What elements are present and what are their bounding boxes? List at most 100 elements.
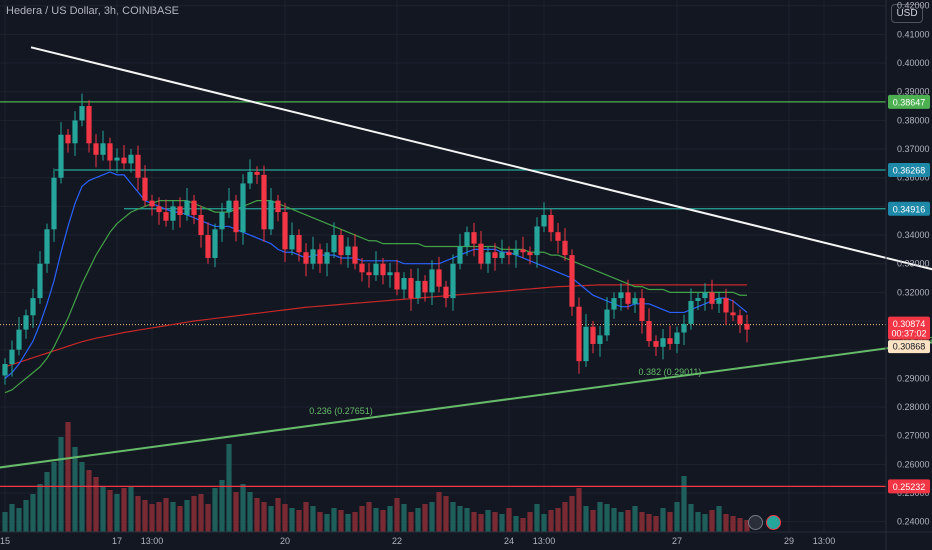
volume-bar (590, 510, 596, 532)
volume-bar (233, 492, 239, 532)
candle-body (23, 315, 29, 330)
price-tick-label: 0.33000 (897, 259, 930, 269)
candle-body (709, 292, 715, 304)
ma200-line (4, 284, 747, 368)
candle-body (177, 206, 183, 215)
candle-body (611, 298, 617, 310)
candle-body (163, 212, 169, 221)
volume-bar (744, 520, 750, 532)
currency-button[interactable]: USD (891, 4, 923, 23)
candle-body (744, 323, 750, 330)
candle-body (387, 272, 393, 276)
volume-bar (261, 502, 267, 532)
candle-body (296, 235, 302, 253)
volume-bar (667, 512, 673, 532)
volume-bar (303, 502, 309, 532)
candle-body (345, 246, 351, 256)
volume-bar (324, 514, 330, 532)
volume-bar (114, 494, 120, 532)
price-tick-label: 0.39000 (897, 87, 930, 97)
volume-bar (422, 504, 428, 532)
volume-bar (492, 512, 498, 532)
time-tick-label: 15 (0, 536, 10, 546)
volume-bar (93, 477, 99, 532)
candle-body (653, 341, 659, 347)
volume-bar (653, 516, 659, 532)
volume-bar (597, 502, 603, 532)
volume-bar (72, 447, 78, 532)
volume-bar (723, 514, 729, 532)
volume-bar (170, 502, 176, 532)
candle-body (702, 292, 708, 299)
candle-body (604, 309, 610, 336)
volume-bar (275, 498, 281, 532)
candle-body (555, 232, 561, 241)
volume-bar (359, 506, 365, 532)
price-tick-label: 0.27000 (897, 431, 930, 441)
level-badge (888, 479, 930, 494)
volume-bar (226, 444, 232, 532)
volume-bar (366, 502, 372, 532)
candle-body (58, 134, 64, 178)
volume-bar (282, 504, 288, 532)
candle-body (569, 255, 575, 307)
flag-icon[interactable] (766, 515, 781, 530)
chart-title: Hedera / US Dollar, 3h, COINBASE (6, 5, 180, 17)
volume-bar (674, 502, 680, 532)
candle-body (646, 321, 652, 342)
volume-bar (296, 510, 302, 532)
candle-body (184, 200, 190, 215)
volume-bar (436, 492, 442, 532)
volume-bar (632, 506, 638, 532)
volume-bar (79, 462, 85, 532)
price-tick-label: 0.29000 (897, 373, 930, 383)
volume-bar (23, 500, 29, 532)
volume-bar (443, 496, 449, 532)
candle-body (86, 106, 92, 144)
volume-bar (583, 506, 589, 532)
volume-bar (268, 506, 274, 532)
bid-price-badge (888, 340, 930, 354)
resistance-trendline (30, 46, 932, 271)
candle-body (548, 214, 554, 233)
volume-bar (618, 512, 624, 532)
volume-bar (506, 508, 512, 532)
candle-body (562, 240, 568, 256)
candle-body (149, 200, 155, 207)
candle-body (289, 235, 295, 250)
volume-bar (30, 494, 36, 532)
candle-body (534, 226, 540, 256)
volume-bar (191, 496, 197, 532)
volume-bar (457, 506, 463, 532)
candle-body (254, 171, 260, 175)
candle-body (30, 298, 36, 316)
time-tick-label: 27 (672, 536, 682, 546)
candle-body (205, 235, 211, 258)
candle-body (275, 200, 281, 213)
price-tick-label: 0.42000 (897, 1, 930, 11)
volume-bar (534, 504, 540, 532)
volume-bar (135, 496, 141, 532)
candle-body (303, 252, 309, 264)
volume-bar (450, 502, 456, 532)
volume-bar (247, 492, 253, 532)
price-tick-label: 0.37000 (897, 144, 930, 154)
candle-body (135, 154, 141, 178)
volume-bar (485, 510, 491, 532)
candle-body (261, 174, 267, 230)
volume-bar (310, 506, 316, 532)
candle-body (121, 157, 127, 164)
ma50-line (4, 200, 747, 394)
lightning-icon[interactable] (748, 515, 763, 530)
candle-body (317, 249, 323, 264)
volume-bar (380, 510, 386, 532)
volume-bar (212, 488, 218, 532)
volume-bar (737, 518, 743, 532)
candle-body (422, 280, 428, 293)
volume-bar (695, 512, 701, 532)
candle-body (268, 200, 274, 230)
time-tick-label: 13:00 (813, 536, 836, 546)
volume-bar (429, 502, 435, 532)
candle-body (471, 232, 477, 244)
